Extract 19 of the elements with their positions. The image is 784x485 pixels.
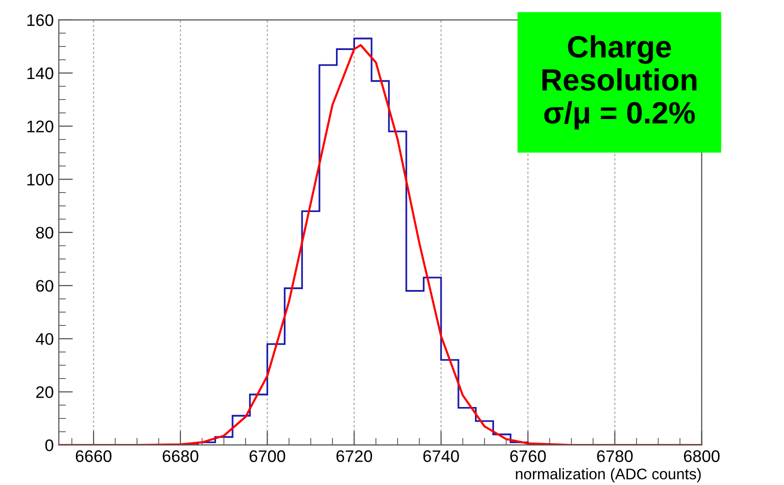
y-tick-label: 100 xyxy=(27,174,54,186)
y-tick-label: 120 xyxy=(27,120,54,132)
annotation: Charge Resolution σ/μ = 0.2% xyxy=(542,35,696,130)
y-tick-label: 160 xyxy=(27,14,54,26)
x-tick-label: 6760 xyxy=(510,450,546,462)
y-tick-label: 0 xyxy=(45,439,54,452)
x-tick-label: 6800 xyxy=(684,450,720,462)
y-tick-label: 80 xyxy=(36,226,54,239)
y-tick-label: 60 xyxy=(36,280,54,292)
x-tick-label: 6780 xyxy=(597,450,633,462)
x-axis-title: normalization (ADC counts) xyxy=(516,468,701,482)
y-tick-label: 140 xyxy=(27,67,54,80)
x-tick-label: 6740 xyxy=(423,450,459,462)
x-tick-label: 6720 xyxy=(336,450,372,462)
x-tick-label: 6700 xyxy=(250,450,286,462)
x-tick-label: 6680 xyxy=(162,450,198,462)
x-tick-label: 6660 xyxy=(76,450,112,462)
y-tick-label: 40 xyxy=(36,333,54,345)
y-tick-label: 20 xyxy=(36,386,54,398)
